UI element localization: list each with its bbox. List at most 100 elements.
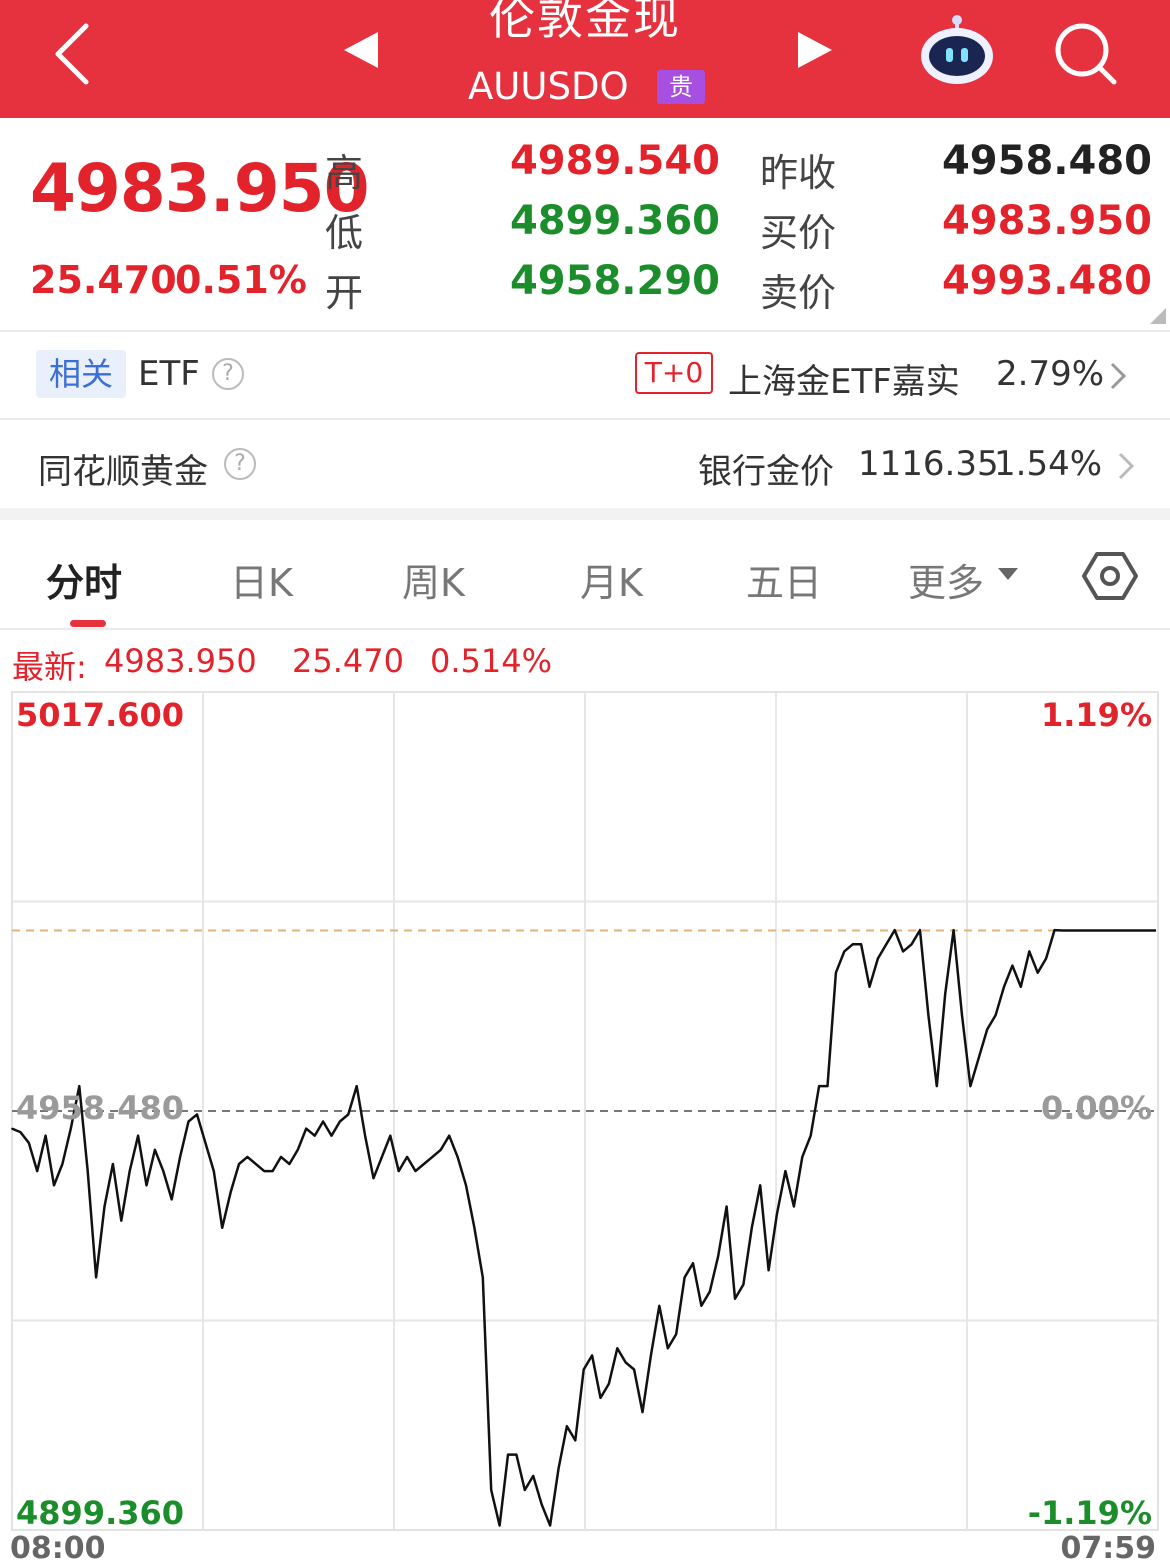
price-point — [364, 1134, 366, 1137]
prev-close-value: 4958.480 — [941, 138, 1152, 184]
chevron-right-icon — [1118, 452, 1135, 480]
ask-label: 卖价 — [760, 271, 837, 315]
price-point — [339, 1120, 341, 1123]
tab-weekly-k[interactable]: 周K — [402, 561, 465, 605]
price-point — [95, 1276, 97, 1279]
price-point — [86, 1170, 89, 1172]
price-point — [784, 1170, 787, 1172]
section-gap — [0, 508, 1170, 520]
price-point — [860, 943, 862, 946]
price-point — [532, 1475, 534, 1477]
price-point — [490, 1489, 493, 1491]
last-price: 4983.950 — [30, 150, 370, 227]
bank-gold-price: 1116.35 — [858, 444, 999, 484]
price-point — [246, 1156, 249, 1158]
price-point — [423, 1163, 425, 1165]
price-point — [919, 929, 921, 931]
low-value: 4899.360 — [509, 198, 720, 244]
price-point — [624, 1361, 627, 1364]
pct-max-label: 1.19% — [1041, 696, 1152, 734]
help-icon[interactable]: ? — [212, 358, 244, 390]
price-point — [574, 1439, 577, 1442]
price-point — [717, 1255, 719, 1257]
price-point — [389, 1134, 392, 1137]
help-icon[interactable]: ? — [224, 448, 256, 480]
price-point — [1062, 929, 1064, 932]
divider — [0, 628, 1170, 630]
price-point — [103, 1205, 106, 1208]
y-min-label: 4899.360 — [16, 1494, 184, 1532]
category-badge: 贵 — [657, 70, 705, 104]
price-point — [11, 1127, 13, 1130]
t0-badge: T+0 — [635, 352, 713, 394]
triangle-left-icon[interactable] — [342, 30, 380, 70]
price-point — [818, 1085, 820, 1087]
price-point — [776, 1212, 778, 1215]
tab-daily-k[interactable]: 日K — [230, 561, 293, 605]
price-point — [566, 1425, 568, 1427]
price-point — [221, 1227, 223, 1229]
tab-intraday[interactable]: 分时 — [46, 561, 123, 605]
price-point — [683, 1276, 686, 1279]
price-point — [347, 1113, 350, 1116]
prev-close-label: 4958.480 — [16, 1089, 184, 1127]
price-point — [734, 1297, 736, 1300]
price-point — [465, 1184, 467, 1187]
price-point — [767, 1269, 770, 1272]
triangle-right-icon[interactable] — [796, 30, 834, 70]
price-point — [1036, 971, 1039, 974]
price-point — [280, 1156, 282, 1158]
intraday-chart[interactable]: 5017.600 4899.360 4958.480 1.19% 0.00% -1.19%… — [0, 630, 1170, 1560]
price-point — [381, 1156, 383, 1158]
search-icon[interactable] — [1052, 20, 1120, 88]
price-point — [19, 1131, 22, 1133]
latest-label: 最新: — [12, 648, 87, 686]
price-change-percent: 0.51% — [175, 258, 307, 302]
latest-price: 4983.950 — [104, 642, 257, 680]
price-point — [170, 1198, 173, 1201]
price-point — [851, 943, 854, 946]
divider — [0, 418, 1170, 420]
price-point — [255, 1163, 257, 1165]
price-point — [902, 950, 904, 953]
price-point — [843, 950, 846, 953]
latest-change: 25.470 — [292, 642, 404, 680]
price-point — [406, 1156, 408, 1158]
price-point — [473, 1227, 476, 1229]
x-end-label: 07:59 — [1061, 1531, 1157, 1560]
price-point — [305, 1127, 308, 1130]
price-point — [1053, 929, 1056, 931]
price-point — [322, 1120, 324, 1123]
price-point — [826, 1085, 829, 1087]
price-point — [53, 1184, 55, 1187]
price-point — [893, 929, 896, 931]
price-point — [162, 1170, 165, 1172]
price-point — [885, 943, 888, 946]
expand-corner-icon[interactable] — [1150, 308, 1166, 324]
tab-more[interactable]: 更多 — [908, 561, 985, 605]
bank-gold-change: 1.54% — [994, 444, 1103, 484]
price-point — [507, 1453, 509, 1456]
price-point — [355, 1085, 358, 1087]
price-point — [969, 1085, 972, 1087]
low-label: 低 — [325, 211, 364, 255]
price-point — [868, 986, 871, 988]
high-value: 4989.540 — [509, 138, 720, 184]
bank-gold-row[interactable]: 同花顺黄金 ? 银行金价 1116.35 1.54% — [0, 420, 1170, 508]
price-point — [456, 1156, 459, 1158]
bid-value: 4983.950 — [941, 198, 1152, 244]
price-point — [742, 1283, 745, 1286]
price-point — [793, 1205, 795, 1208]
robot-icon[interactable] — [918, 14, 996, 86]
latest-percent: 0.514% — [430, 642, 553, 680]
tab-five-day[interactable]: 五日 — [746, 561, 823, 605]
price-point — [658, 1305, 661, 1307]
price-point — [1011, 964, 1014, 967]
price-point — [944, 993, 946, 995]
chevron-left-icon[interactable] — [50, 22, 94, 86]
price-point — [44, 1134, 47, 1137]
price-point — [608, 1382, 610, 1385]
related-etf-row[interactable]: 相关 ETF ? T+0 上海金ETF嘉实 2.79% — [0, 332, 1170, 418]
tab-monthly-k[interactable]: 月K — [580, 561, 643, 605]
hexagon-settings-icon[interactable] — [1082, 548, 1138, 604]
